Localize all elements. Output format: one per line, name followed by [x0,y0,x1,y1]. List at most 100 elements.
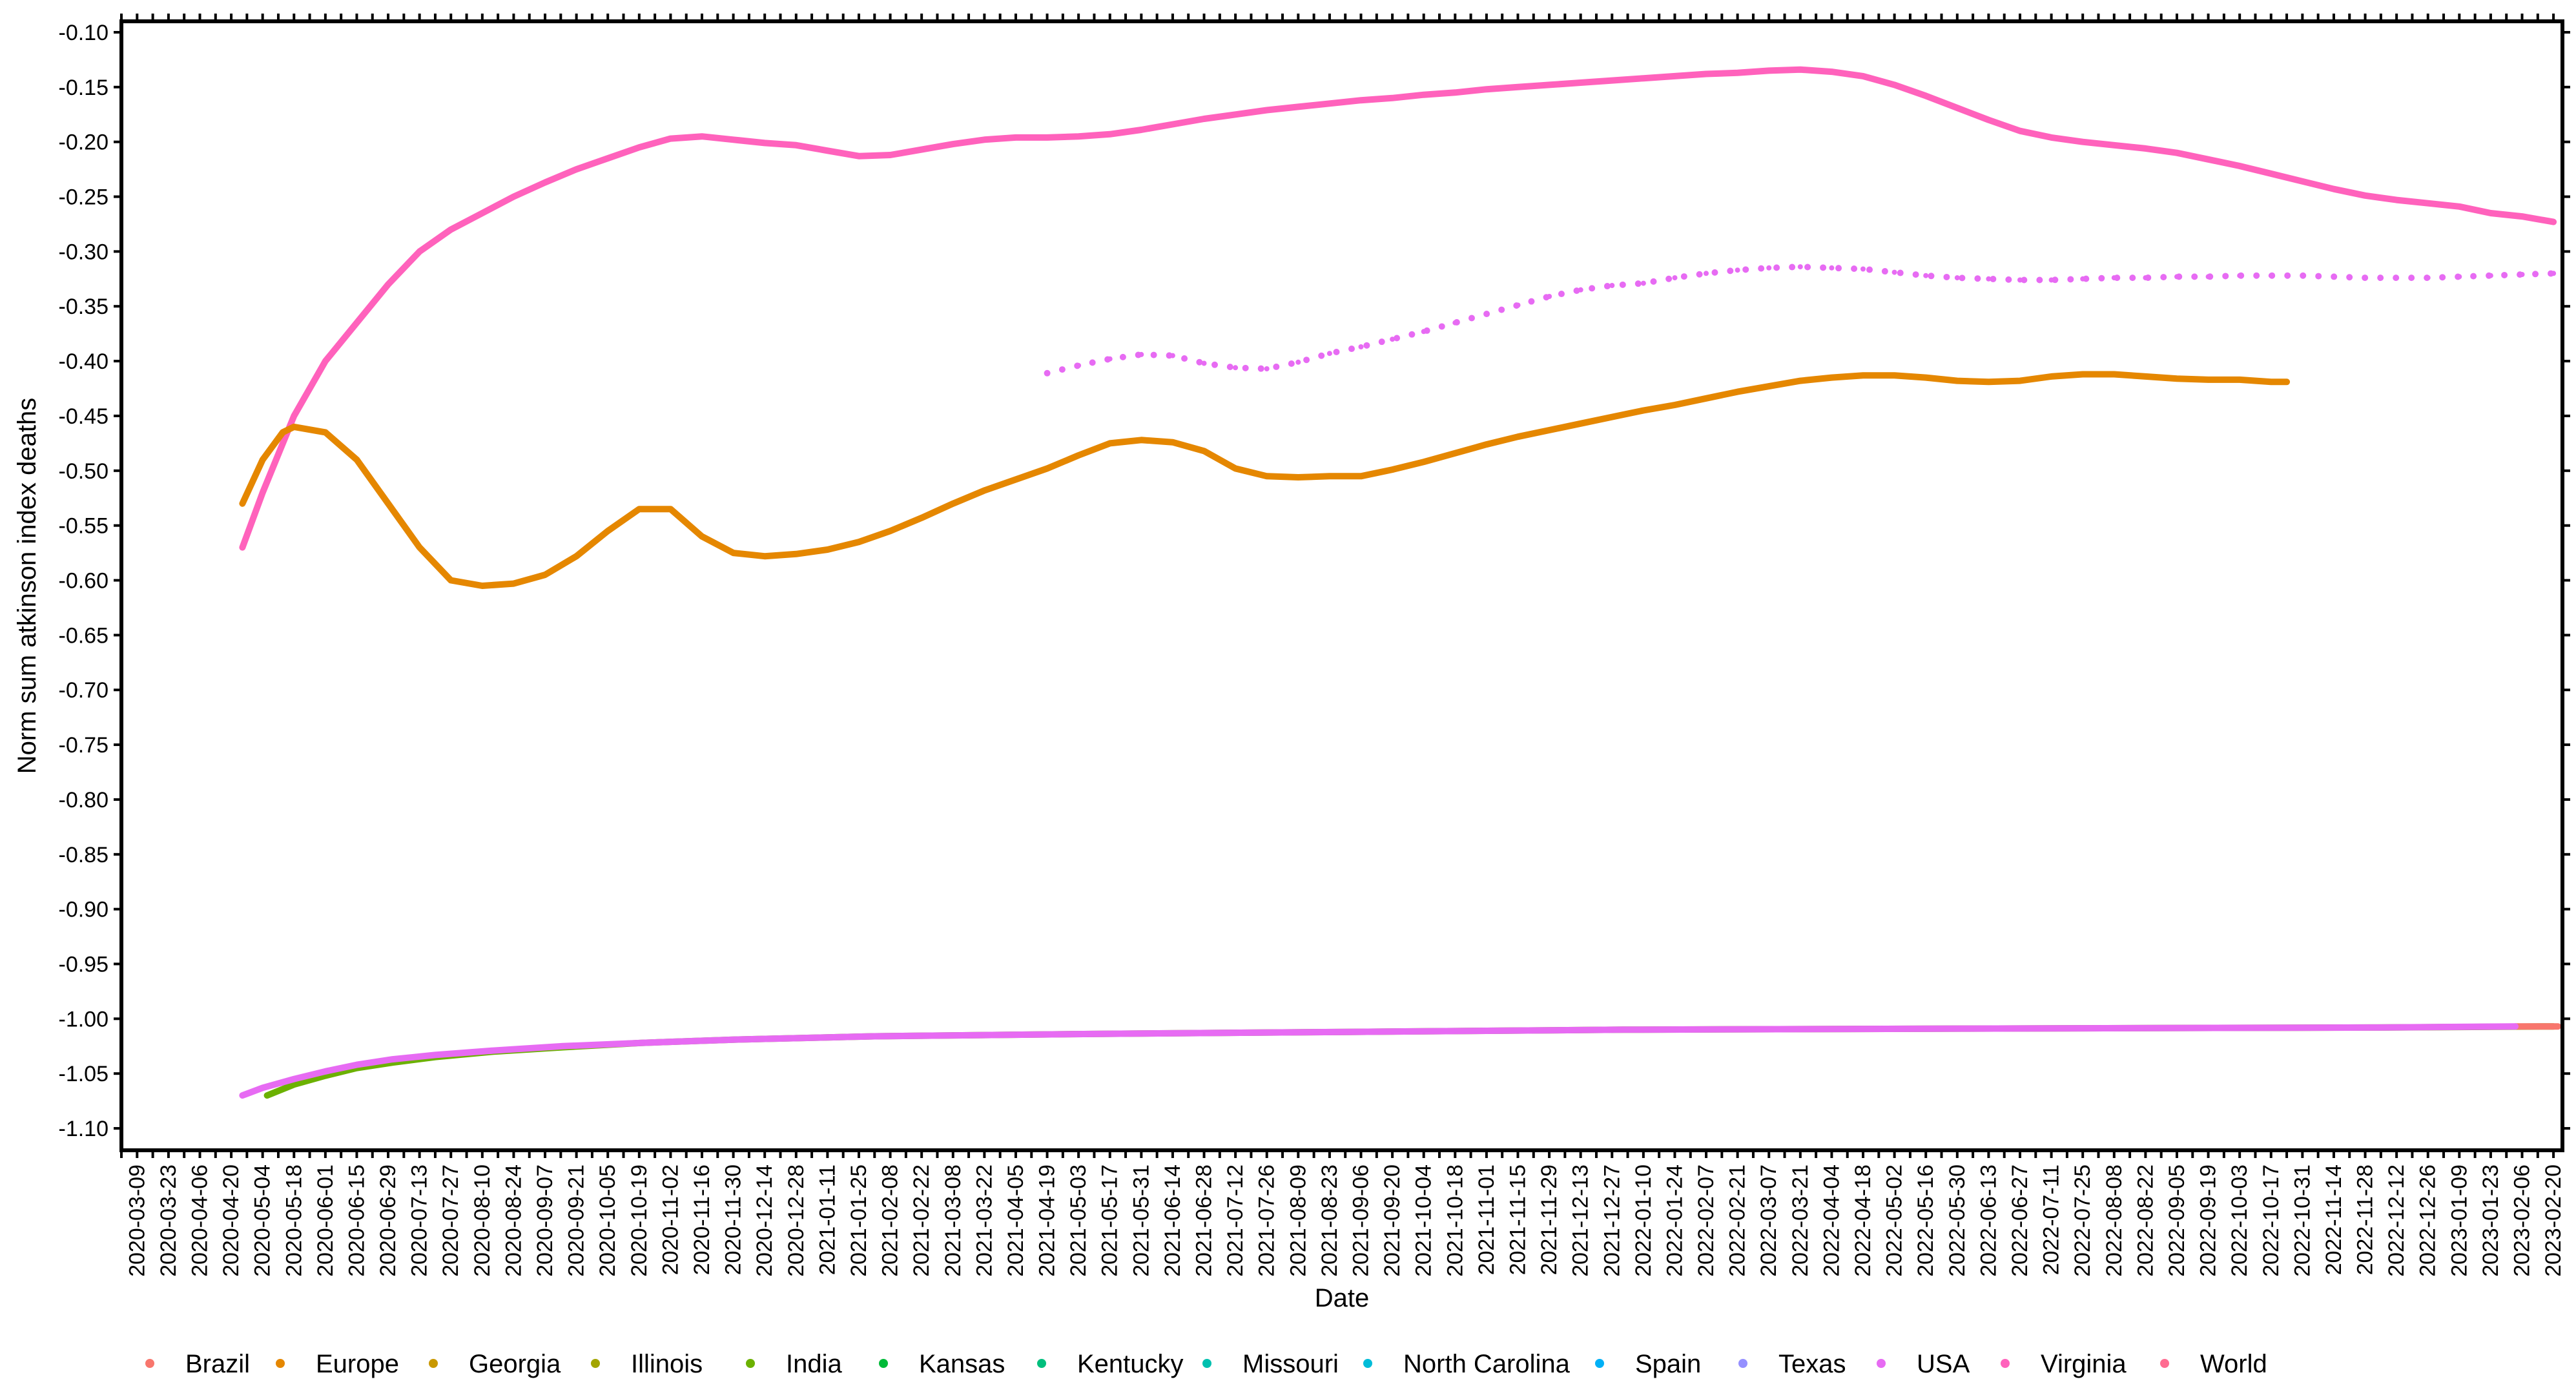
y-tick-label: -0.20 [59,130,109,155]
x-tick-label: 2022-05-02 [1882,1164,1907,1277]
data-point [1959,1026,1964,1031]
data-point [2080,371,2086,377]
x-tick-label: 2020-07-13 [407,1164,432,1277]
x-tick-label: 2022-12-26 [2416,1164,2440,1277]
legend-label: Kansas [919,1350,1005,1378]
x-tick-label: 2020-12-14 [752,1164,777,1277]
legend-swatch [1363,1359,1372,1368]
x-tick-label: 2021-05-17 [1098,1164,1122,1277]
data-point [1640,76,1646,81]
data-point [2300,273,2305,278]
x-tick-label: 2021-04-19 [1035,1164,1060,1277]
x-tick-label: 2022-07-25 [2070,1164,2095,1277]
data-point [762,140,768,146]
data-point [573,554,579,559]
legend-label: USA [1917,1350,1970,1378]
data-point [291,1082,297,1088]
data-point [354,320,360,326]
data-point [1640,280,1646,286]
data-point [887,528,893,534]
x-tick-label: 2021-05-31 [1129,1164,1153,1277]
y-tick-label: -0.90 [59,898,109,922]
data-point [448,227,454,233]
y-tick-label: -0.50 [59,459,109,484]
data-point [2519,272,2525,277]
data-point [2111,275,2117,281]
x-tick-label: 2022-01-24 [1662,1164,1687,1277]
data-point [1829,69,1835,75]
data-point [982,137,987,143]
legend-label: Europe [316,1350,399,1378]
data-point [1766,384,1772,389]
data-point [1735,70,1740,76]
data-point [1954,378,1960,384]
data-point [2205,156,2211,162]
data-point [1797,378,1803,384]
x-tick-label: 2021-09-20 [1380,1164,1405,1277]
x-tick-label: 2021-07-26 [1255,1164,1279,1277]
data-point [762,554,768,559]
data-point [1358,344,1364,349]
data-point [354,1062,360,1068]
series-layer [239,66,2562,1099]
data-point [2425,200,2431,206]
data-point [1295,359,1301,365]
x-tick-label: 2022-11-14 [2322,1164,2346,1275]
data-point [1547,82,1552,88]
x-tick-label: 2022-04-18 [1851,1164,1875,1277]
data-point [1326,351,1332,357]
data-point [291,424,297,429]
data-point [793,551,799,557]
data-point [2174,376,2179,382]
data-point [1076,362,1082,368]
data-point [573,167,579,172]
data-point [1860,373,1866,378]
data-point [542,180,548,185]
data-point [668,506,674,512]
data-point [1076,453,1082,458]
x-tick-label: 2021-07-12 [1223,1164,1248,1277]
data-point [1452,90,1458,96]
x-tick-label: 2020-08-24 [501,1164,526,1277]
x-tick-label: 2020-07-27 [438,1164,463,1277]
data-point [1735,267,1740,273]
data-point [417,249,422,254]
data-point [2174,150,2179,156]
legend-label: World [2200,1350,2267,1378]
data-point [1170,121,1175,127]
data-point [2513,1024,2519,1030]
x-tick-label: 2022-02-07 [1694,1164,1718,1277]
data-point [2551,271,2557,276]
data-point [1483,311,1489,317]
data-point [1891,82,1897,88]
data-point [2237,163,2243,169]
data-point [1452,450,1458,456]
data-point [1107,356,1113,362]
data-point [2237,377,2243,382]
y-axis-title: Norm sum atkinson index deaths [13,398,41,774]
x-tick-label: 2022-03-21 [1788,1164,1813,1277]
data-point [1295,475,1301,480]
data-point [322,1068,328,1074]
y-tick-label: -1.10 [59,1117,109,1141]
data-point [511,581,517,586]
series-line-europe [239,371,2291,589]
x-tick-label: 2022-08-08 [2102,1164,2127,1277]
x-tick-label: 2021-06-28 [1192,1164,1217,1277]
legend-label: North Carolina [1403,1350,1571,1378]
data-point [1483,87,1489,92]
data-point [1704,271,1709,276]
x-tick-label: 2021-08-23 [1317,1164,1342,1277]
x-tick-label: 2022-05-30 [1945,1164,1970,1277]
x-tick-label: 2022-07-11 [2039,1164,2064,1275]
data-point [1578,420,1583,426]
data-point [2394,275,2400,281]
data-point [260,1085,265,1091]
data-point [856,539,861,545]
data-point [1139,351,1144,357]
data-point [1107,131,1113,137]
data-point [1421,92,1427,98]
x-tick-label: 2022-03-07 [1757,1164,1781,1277]
legend-swatch [429,1359,438,1368]
x-tick-label: 2020-03-23 [156,1164,181,1277]
